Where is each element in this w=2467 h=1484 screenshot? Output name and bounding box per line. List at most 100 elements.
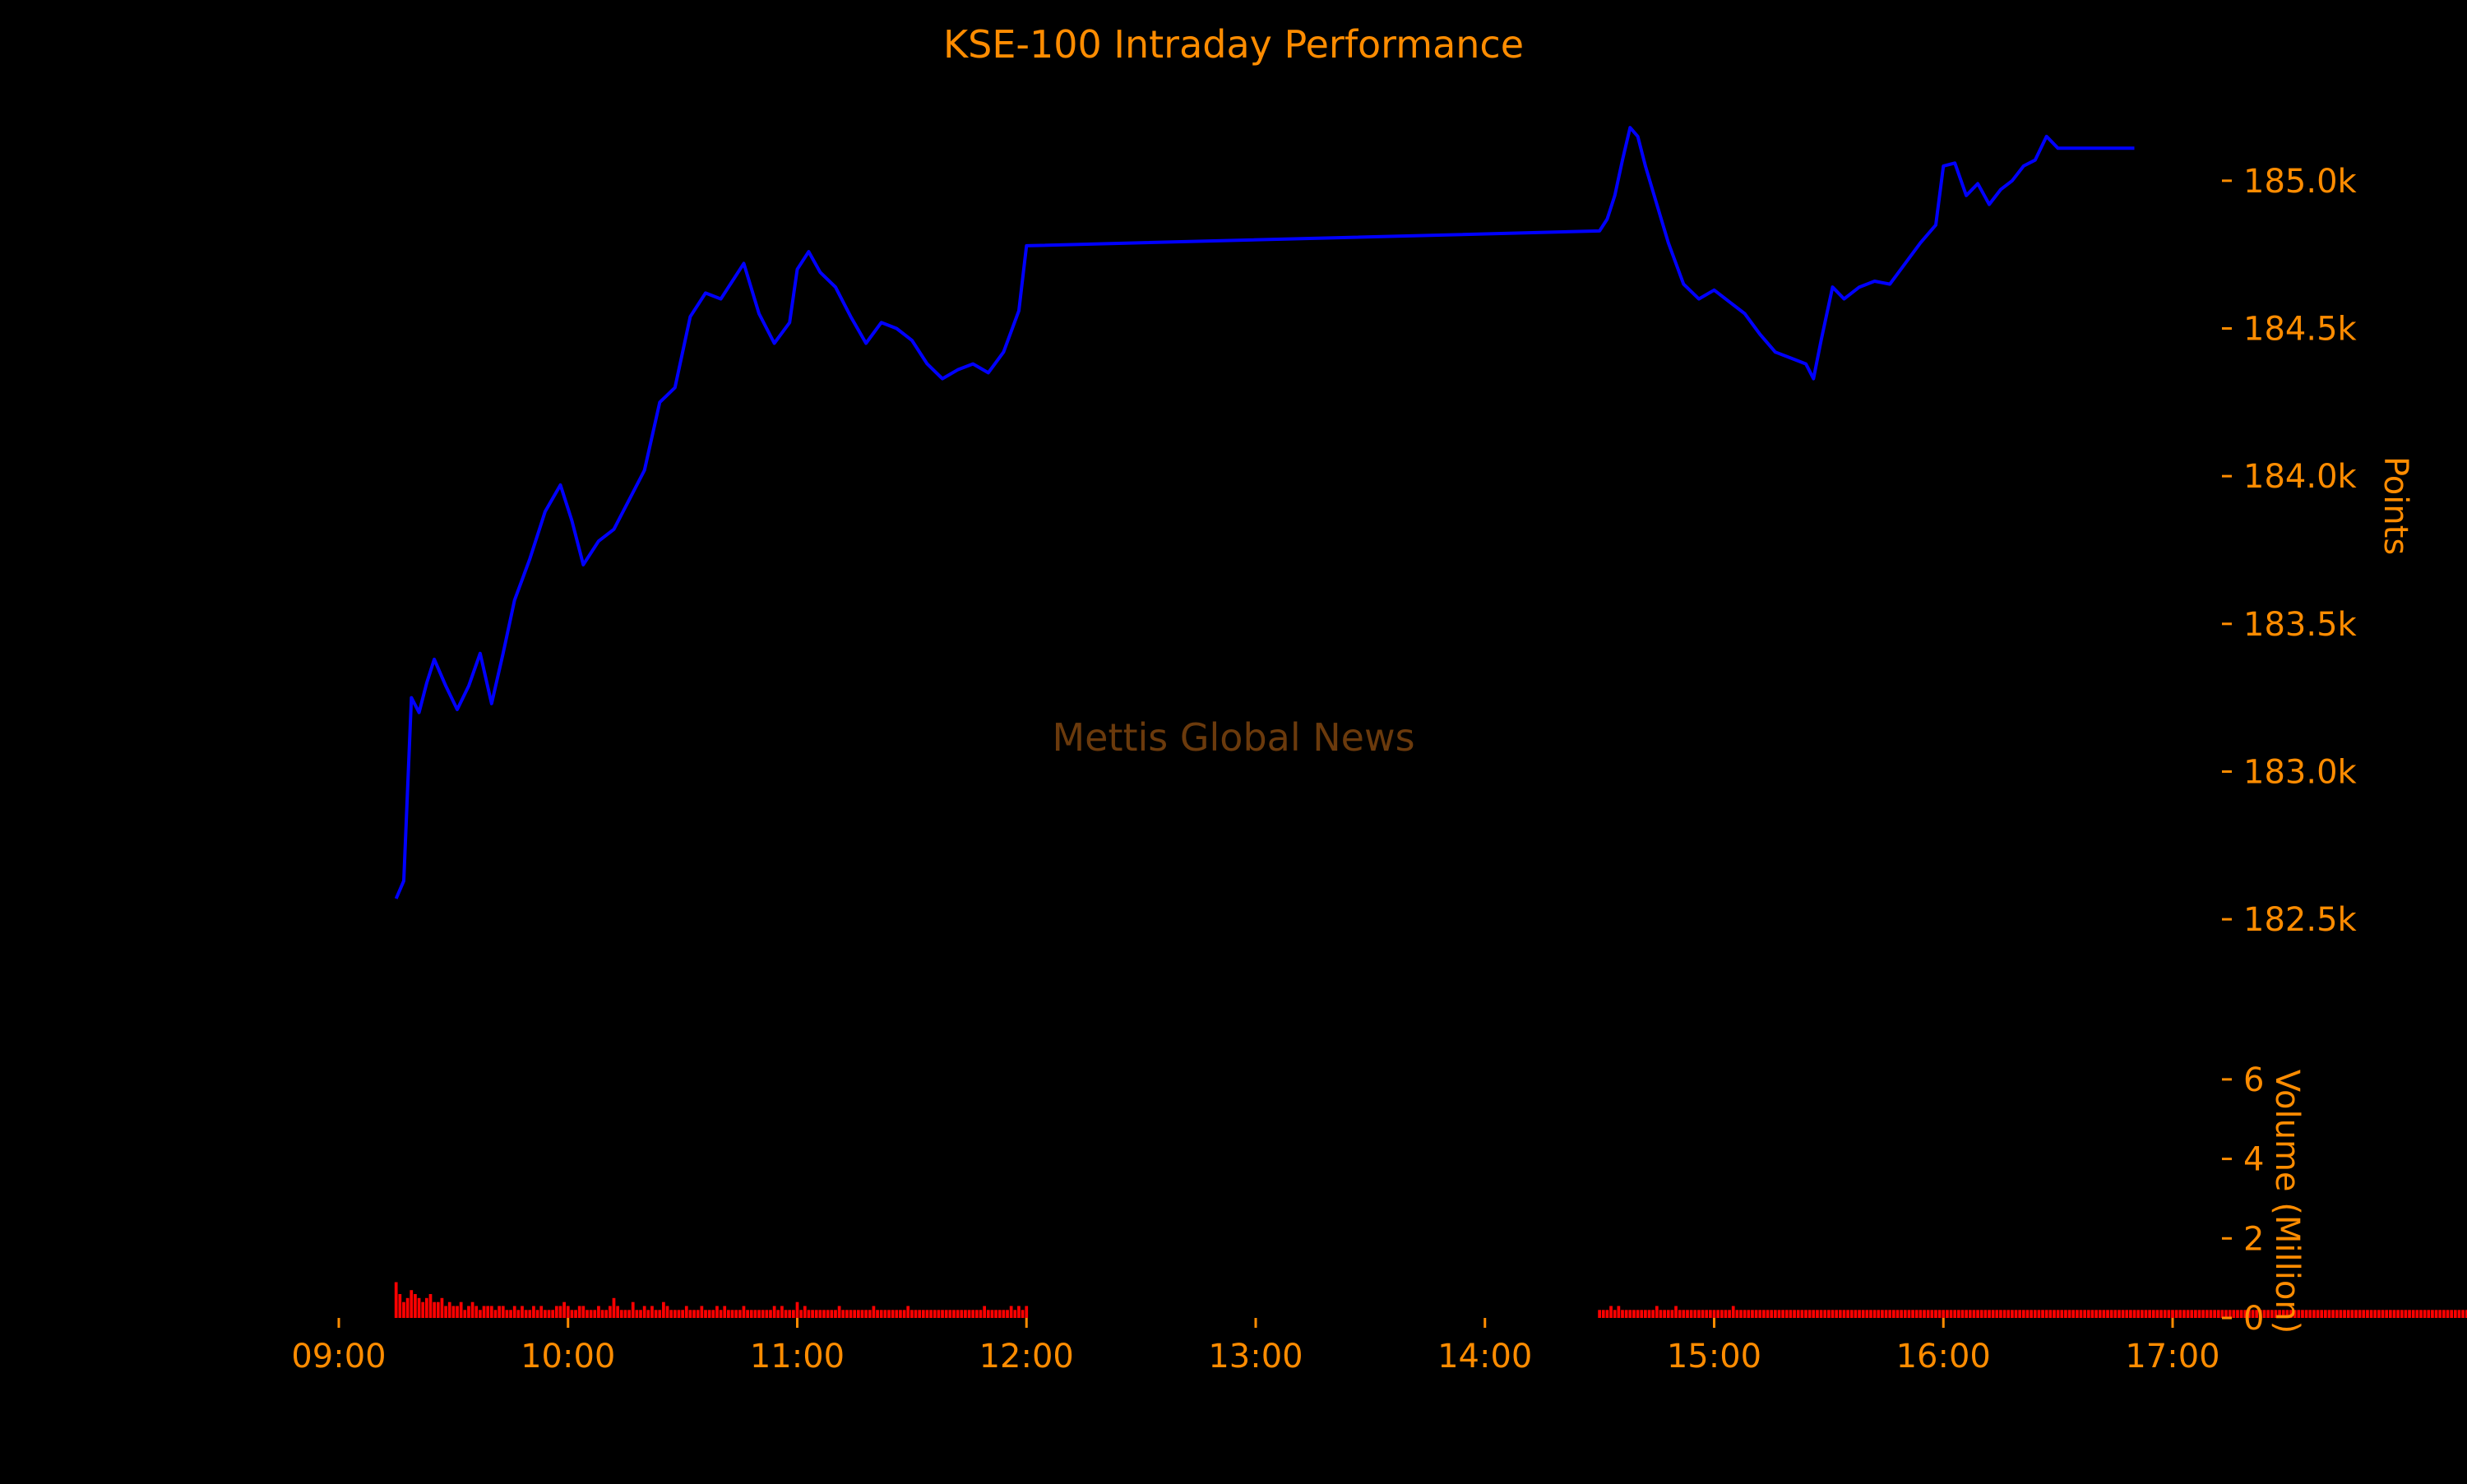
volume-bar bbox=[627, 1310, 631, 1318]
volume-bar bbox=[574, 1310, 577, 1318]
x-tick-label: 10:00 bbox=[521, 1338, 615, 1375]
volume-tick-label: 2 bbox=[2243, 1220, 2264, 1258]
volume-bar bbox=[1895, 1310, 1900, 1318]
volume-bar bbox=[2071, 1310, 2076, 1318]
volume-bar bbox=[1006, 1310, 1009, 1318]
volume-bar bbox=[899, 1310, 902, 1318]
volume-bar bbox=[1636, 1310, 1640, 1318]
volume-bar bbox=[2316, 1310, 2320, 1318]
volume-bar bbox=[941, 1310, 944, 1318]
volume-bar bbox=[933, 1310, 937, 1318]
volume-bar bbox=[1976, 1310, 1979, 1318]
volume-bar bbox=[986, 1310, 990, 1318]
volume-bar bbox=[2186, 1310, 2190, 1318]
volume-bars bbox=[394, 1282, 2467, 1318]
volume-bar bbox=[2434, 1310, 2438, 1318]
volume-bar bbox=[1816, 1310, 1819, 1318]
x-tick-label: 11:00 bbox=[750, 1338, 845, 1375]
volume-bar bbox=[498, 1306, 501, 1318]
volume-bar bbox=[864, 1310, 868, 1318]
volume-bar bbox=[2174, 1310, 2178, 1318]
volume-bar bbox=[746, 1310, 749, 1318]
volume-bar bbox=[2194, 1310, 2197, 1318]
volume-bar bbox=[489, 1306, 493, 1318]
volume-bar bbox=[2408, 1310, 2411, 1318]
volume-bar bbox=[1632, 1310, 1636, 1318]
volume-bar bbox=[1991, 1310, 1995, 1318]
volume-bar bbox=[2346, 1310, 2350, 1318]
price-tick-label: 184.5k bbox=[2243, 310, 2358, 348]
volume-bar bbox=[1644, 1310, 1647, 1318]
volume-bar bbox=[868, 1310, 872, 1318]
volume-bar bbox=[860, 1310, 864, 1318]
volume-bar bbox=[2136, 1310, 2141, 1318]
volume-bar bbox=[887, 1310, 891, 1318]
volume-bar bbox=[2182, 1310, 2186, 1318]
volume-bar bbox=[444, 1306, 447, 1318]
volume-bar bbox=[597, 1306, 600, 1318]
volume-bar bbox=[1881, 1310, 1884, 1318]
volume-bar bbox=[711, 1310, 715, 1318]
volume-bar bbox=[2232, 1310, 2236, 1318]
volume-bar bbox=[1009, 1306, 1013, 1318]
x-tick-label: 17:00 bbox=[2125, 1338, 2219, 1375]
volume-bar bbox=[2392, 1310, 2396, 1318]
volume-bar bbox=[2465, 1310, 2467, 1318]
volume-bar bbox=[830, 1310, 834, 1318]
volume-bar bbox=[2086, 1310, 2090, 1318]
volume-bar bbox=[2411, 1310, 2415, 1318]
volume-bar bbox=[1628, 1310, 1632, 1318]
volume-bar bbox=[2140, 1310, 2144, 1318]
volume-bar bbox=[1800, 1310, 1804, 1318]
volume-bar bbox=[2094, 1310, 2098, 1318]
volume-bar bbox=[619, 1310, 623, 1318]
volume-bar bbox=[1751, 1310, 1754, 1318]
volume-bar bbox=[1674, 1306, 1678, 1318]
volume-bar bbox=[551, 1310, 555, 1318]
volume-bar bbox=[818, 1310, 822, 1318]
volume-bar bbox=[673, 1310, 677, 1318]
volume-bar bbox=[1884, 1310, 1888, 1318]
volume-bar bbox=[2281, 1310, 2285, 1318]
volume-bar bbox=[2262, 1310, 2266, 1318]
volume-bar bbox=[964, 1310, 967, 1318]
volume-bar bbox=[410, 1290, 414, 1318]
volume-bar bbox=[1686, 1310, 1689, 1318]
volume-bar bbox=[616, 1306, 620, 1318]
volume-bar bbox=[2030, 1310, 2033, 1318]
volume-bar bbox=[1842, 1310, 1846, 1318]
volume-bar bbox=[1705, 1310, 1709, 1318]
volume-bar bbox=[906, 1306, 910, 1318]
volume-bar bbox=[841, 1310, 845, 1318]
volume-bar bbox=[2320, 1310, 2324, 1318]
volume-bar bbox=[1838, 1310, 1842, 1318]
volume-bar bbox=[2446, 1310, 2450, 1318]
volume-bar bbox=[2113, 1310, 2118, 1318]
volume-bar bbox=[1678, 1310, 1682, 1318]
volume-bar bbox=[501, 1306, 505, 1318]
volume-bar bbox=[425, 1297, 428, 1318]
volume-bar bbox=[2056, 1310, 2060, 1318]
volume-bar bbox=[1598, 1310, 1601, 1318]
volume-bar bbox=[914, 1310, 918, 1318]
volume-bar bbox=[1709, 1310, 1712, 1318]
volume-bar bbox=[772, 1306, 776, 1318]
volume-bar bbox=[822, 1310, 826, 1318]
volume-bar bbox=[669, 1310, 673, 1318]
volume-bar bbox=[2018, 1310, 2022, 1318]
volume-bar bbox=[2400, 1310, 2404, 1318]
volume-bar bbox=[2083, 1310, 2087, 1318]
volume-bar bbox=[696, 1310, 700, 1318]
volume-bar bbox=[463, 1310, 467, 1318]
volume-bar bbox=[493, 1310, 498, 1318]
volume-bar bbox=[2228, 1310, 2232, 1318]
volume-bar bbox=[1789, 1310, 1793, 1318]
volume-bar bbox=[2308, 1310, 2312, 1318]
volume-bar bbox=[1914, 1310, 1919, 1318]
volume-bar bbox=[405, 1297, 410, 1318]
volume-bar bbox=[2354, 1310, 2358, 1318]
volume-bar bbox=[2041, 1310, 2044, 1318]
volume-bar bbox=[482, 1306, 486, 1318]
volume-bar bbox=[1773, 1310, 1777, 1318]
volume-bar bbox=[2067, 1310, 2071, 1318]
